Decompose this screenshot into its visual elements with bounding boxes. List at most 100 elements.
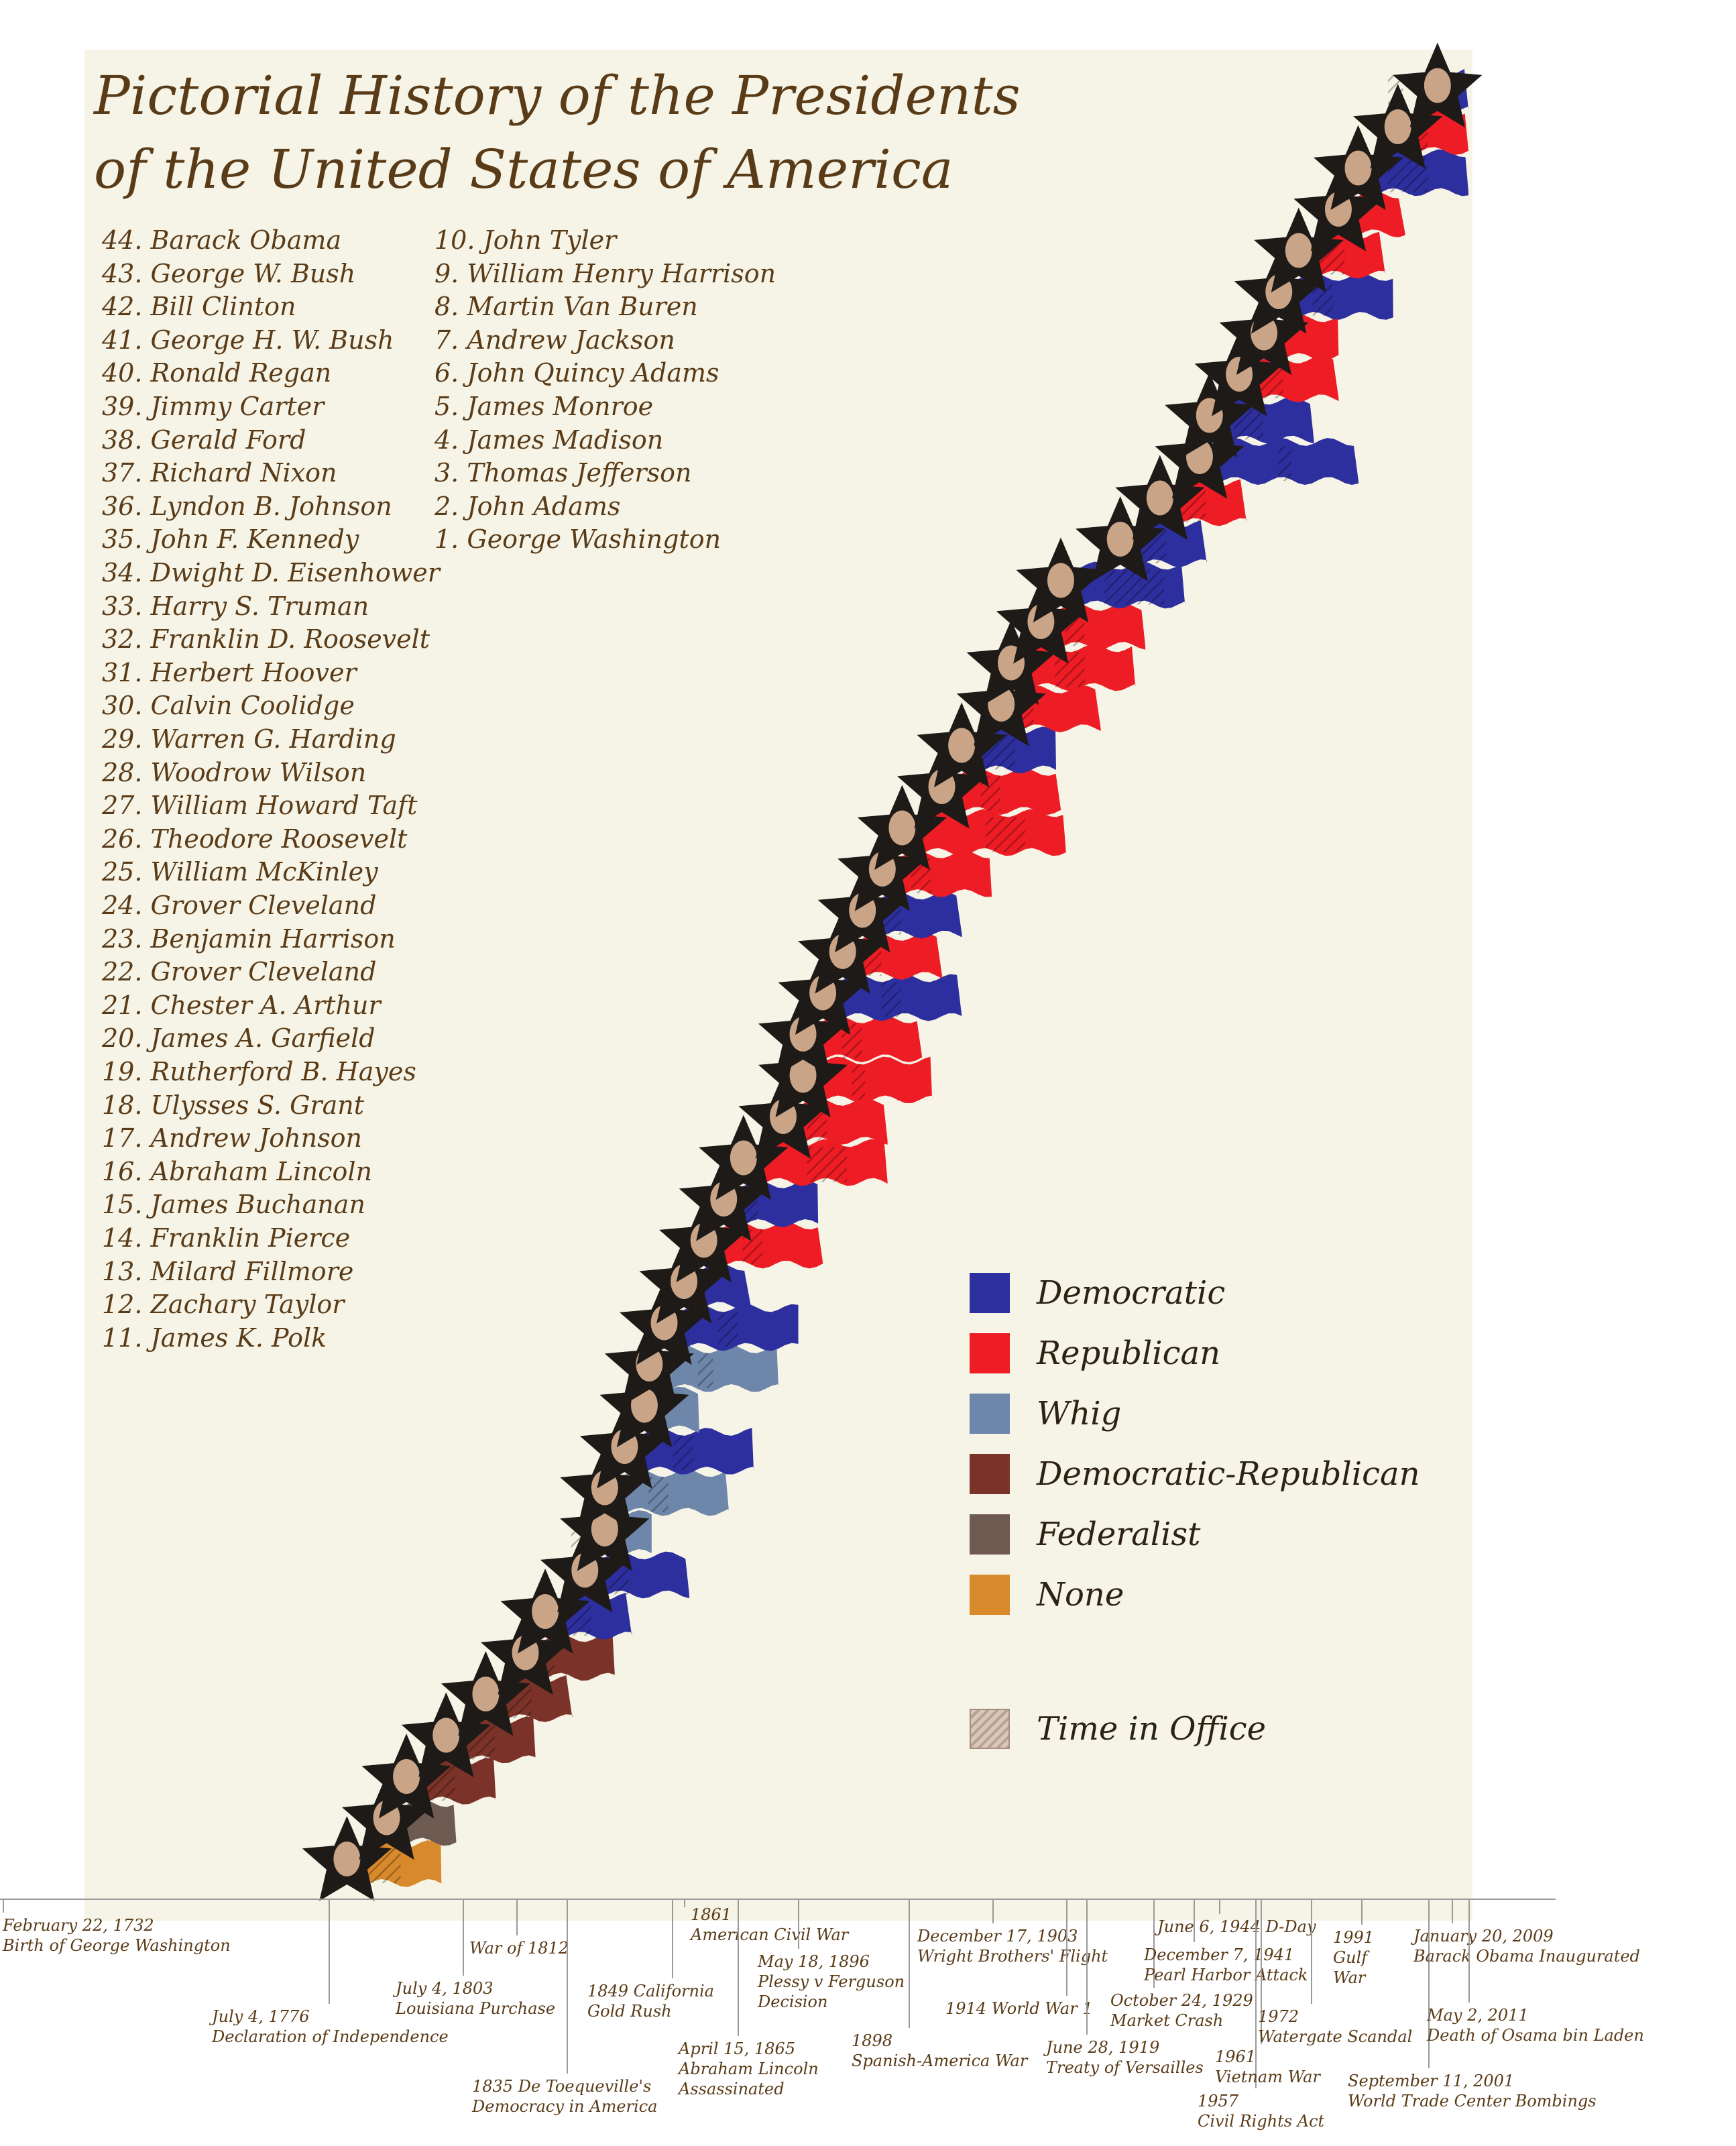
president-list-item: 2. John Adams [435,491,621,521]
timeline-tick [1361,1899,1363,1925]
legend-label: None [1037,1576,1124,1614]
timeline-event-text: April 15, 1865 [679,2039,796,2058]
time-in-office-mark [985,817,1025,852]
timeline-event-text: Democracy in America [472,2097,658,2116]
timeline-event: September 11, 2001 World Trade Center Bom… [1348,2071,1597,2111]
president-list-item: 39. Jimmy Carter [102,392,325,421]
president-list-item: 6. John Quincy Adams [435,358,719,388]
timeline-event-text: Market Crash [1110,2011,1224,2030]
president-list-item: 7. Andrew Jackson [435,325,675,355]
portrait-face-icon [789,1058,817,1093]
timeline-tick [1452,1899,1453,1923]
chart-title-line-1: Pictorial History of the Presidents [94,64,1021,127]
president-list-item: 9. William Henry Harrison [435,258,776,288]
timeline-event: December 7, 1941 Pearl Harbor Attack [1144,1945,1308,1985]
timeline-event-text: Birth of George Washington [3,1936,231,1955]
president-list-item: 24. Grover Cleveland [102,891,377,920]
timeline-event: 1849 California Gold Rush [587,1981,714,2021]
timeline-event-text: 1991 [1333,1928,1375,1947]
portrait-face-icon [393,1759,420,1794]
timeline-event-text: Declaration of Independence [212,2027,449,2046]
timeline-tick [672,1899,673,1978]
portrait-face-icon [1424,68,1451,103]
president-list-item: 10. John Tyler [435,225,617,255]
timeline-tick [909,1899,910,2028]
president-list-item: 32. Franklin D. Roosevelt [102,624,430,655]
president-list-item: 33. Harry S. Truman [102,591,369,621]
timeline-tick [684,1899,685,1907]
timeline-event: War of 1812 [469,1938,569,1958]
timeline-event: April 15, 1865 Abraham Lincoln Assassinate… [679,2039,819,2099]
timeline-event-text: December 7, 1941 [1144,1945,1295,1964]
timeline-tick [798,1899,799,1949]
portrait-face-icon [532,1594,559,1629]
timeline-event: February 22, 1732 Birth of George Washing… [3,1915,231,1956]
portrait-face-icon [1106,522,1134,557]
timeline-event-text: 1957 [1198,2092,1239,2110]
timeline-event-text: Civil Rights Act [1198,2112,1325,2131]
timeline-event-text: War of 1812 [469,1939,569,1958]
time-in-office-mark [881,982,902,1017]
time-in-office-mark [673,1436,693,1471]
timeline-event-text: June 28, 1919 [1046,2038,1160,2057]
time-in-office-mark [1104,569,1165,605]
president-list-item: 16. Abraham Lincoln [102,1156,372,1186]
portrait-face-icon [1047,563,1074,598]
timeline-tick [1255,1899,1257,2088]
timeline-event: June 6, 1944 D-Day [1157,1917,1316,1937]
president-list-item: 25. William McKinley [102,857,378,887]
timeline-event: 1861 American Civil War [691,1905,848,1945]
timeline-tick [738,1899,739,2036]
president-list-item: 29. Warren G. Harding [102,724,396,754]
timeline-event-text: September 11, 2001 [1348,2072,1515,2090]
time-in-office-mark [717,1312,738,1347]
legend-label: Democratic-Republican [1037,1455,1420,1493]
timeline-event-text: 1861 [691,1905,732,1924]
president-list-item: 22. Grover Cleveland [102,957,377,987]
legend-swatch [970,1454,1010,1494]
legend-swatch [970,1394,1010,1434]
timeline-event-text: 1972 [1258,2007,1299,2026]
president-list-item: 34. Dwight D. Eisenhower [102,558,440,587]
portrait-face-icon [1146,480,1173,516]
timeline-tick [1153,1899,1155,1988]
timeline-tick [1066,1899,1067,1996]
timeline-event: December 17, 1903 Wright Brothers' Flight [917,1926,1108,1966]
timeline-event-text: 1898 [852,2031,893,2050]
timeline-event-text: American Civil War [691,1925,849,1944]
legend-swatch [970,1273,1010,1313]
legend-swatch [970,1514,1010,1555]
timeline-event-text: War [1333,1968,1366,1987]
president-list-item: 4. James Madison [435,425,664,455]
timeline-event-text: Plessy v Ferguson [758,1972,905,1991]
timeline-event-text: December 17, 1903 [917,1927,1078,1945]
president-list-item: 13. Milard Fillmore [102,1256,354,1286]
portrait-face-icon [432,1717,460,1753]
timeline-event-text: July 4, 1776 [212,2007,310,2026]
timeline-event-text: June 6, 1944 D-Day [1157,1917,1316,1936]
president-list-item: 20. James A. Garfield [102,1023,375,1054]
timeline-event-text: Decision [758,1992,828,2011]
legend-swatch [970,1575,1010,1615]
timeline-event-text: 1961 [1215,2047,1257,2066]
timeline-event: October 24, 1929 Market Crash [1110,1990,1253,2031]
president-list-item: 28. Woodrow Wilson [102,757,367,787]
legend-swatch [970,1333,1010,1373]
timeline-tick [1261,1899,1262,2044]
president-list-item: 12. Zachary Taylor [102,1290,345,1320]
timeline-tick [1468,1899,1470,2002]
timeline-event: 1957 Civil Rights Act [1198,2091,1324,2131]
timeline-event: 1972 Watergate Scandal [1258,2007,1412,2047]
president-list-item: 30. Calvin Coolidge [102,691,355,721]
portrait-face-icon [1344,150,1372,186]
timeline-event-text: Barack Obama Inaugurated [1413,1947,1640,1966]
timeline-event-text: Pearl Harbor Attack [1144,1966,1308,1984]
president-list-item: 17. Andrew Johnson [102,1123,362,1153]
timeline-tick [1311,1899,1312,2004]
timeline-event: 1898 Spanish-America War [852,2031,1027,2071]
legend-label: Federalist [1037,1516,1201,1553]
timeline-event-text: February 22, 1732 [3,1916,154,1935]
portrait-face-icon [1285,233,1312,268]
president-list-item: 44. Barack Obama [102,225,342,255]
